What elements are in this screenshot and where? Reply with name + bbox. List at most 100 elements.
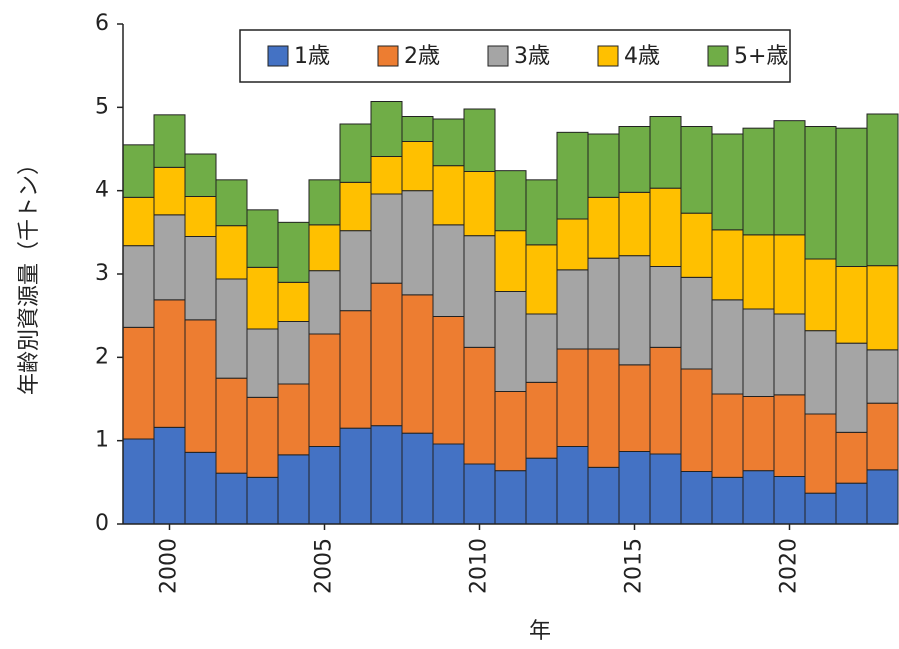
bar-segment <box>153 114 186 168</box>
bar-segment <box>525 381 558 459</box>
bar-segment <box>587 196 620 259</box>
bar-segment <box>277 454 310 525</box>
bar-segment <box>649 453 682 525</box>
bar-segment <box>773 313 806 396</box>
y-tick-label: 3 <box>95 261 109 286</box>
bar-segment <box>122 438 155 525</box>
bar-segment <box>308 270 341 335</box>
bar-segment <box>122 144 155 198</box>
bar-segment <box>618 451 651 525</box>
bar-segment <box>246 209 279 268</box>
bar-segment <box>153 166 186 216</box>
bar-segment <box>680 368 713 472</box>
bar-segment <box>835 482 868 525</box>
bar-segment <box>370 101 403 157</box>
x-tick-label: 2010 <box>467 538 492 594</box>
bar-segment <box>525 179 558 246</box>
bar-segment <box>215 278 248 379</box>
bar-segment <box>680 126 713 214</box>
legend-swatch <box>597 45 619 67</box>
bar-segment <box>308 333 341 447</box>
bar-segment <box>184 319 217 453</box>
bar-segment <box>866 349 899 404</box>
y-tick-label: 0 <box>95 511 109 536</box>
bar-segment <box>463 171 496 237</box>
bar-segment <box>804 330 837 415</box>
bar-segment <box>153 426 186 525</box>
bar-segment <box>649 187 682 268</box>
bar-segment <box>494 470 527 525</box>
bar-segment <box>649 266 682 348</box>
bar-segment <box>308 446 341 525</box>
bar-segment <box>153 214 186 301</box>
bar-segment <box>618 364 651 453</box>
bar-segment <box>835 431 868 484</box>
bar-segment <box>494 291 527 392</box>
bar-segment <box>401 141 434 192</box>
bar-segment <box>215 472 248 525</box>
bar-segment <box>339 181 372 232</box>
bar-segment <box>525 313 558 383</box>
bar-segment <box>494 230 527 293</box>
bar-segment <box>649 346 682 455</box>
bar-segment <box>339 310 372 429</box>
legend-swatch <box>377 45 399 67</box>
bar-segment <box>525 457 558 525</box>
bar-segment <box>184 153 217 197</box>
bar-segment <box>401 116 434 142</box>
legend-swatch <box>267 45 289 67</box>
legend-label: 4歳 <box>624 44 660 69</box>
bar-segment <box>370 425 403 525</box>
bar-segment <box>463 108 496 172</box>
bar-segment <box>618 126 651 193</box>
bar-segment <box>432 316 465 445</box>
bar-segment <box>587 133 620 198</box>
bar-segment <box>432 165 465 226</box>
bar-segment <box>246 266 279 330</box>
bar-segment <box>246 328 279 398</box>
bar-segment <box>184 451 217 525</box>
bar-segment <box>432 224 465 317</box>
legend-box <box>239 29 791 83</box>
bar-segment <box>742 470 775 525</box>
bar-segment <box>370 156 403 195</box>
bar-segment <box>432 118 465 167</box>
bar-segment <box>711 393 744 478</box>
bar-segment <box>215 225 248 280</box>
bar-segment <box>246 396 279 478</box>
bar-segment <box>308 179 341 226</box>
bar-segment <box>494 391 527 472</box>
bar-segment <box>711 229 744 301</box>
legend-swatch <box>707 45 729 67</box>
bar-segment <box>742 308 775 397</box>
bar-segment <box>773 394 806 478</box>
bar-segment <box>773 120 806 236</box>
bar-segment <box>370 193 403 284</box>
bar-segment <box>556 131 589 220</box>
bar-segment <box>463 235 496 348</box>
bar-segment <box>680 471 713 525</box>
bar-segment <box>804 126 837 260</box>
bar-segment <box>711 299 744 395</box>
bar-segment <box>804 413 837 494</box>
y-tick-label: 6 <box>95 11 109 36</box>
bar-segment <box>866 402 899 471</box>
bar-segment <box>866 265 899 351</box>
bar-segment <box>556 269 589 350</box>
bar-segment <box>401 432 434 525</box>
bar-segment <box>804 258 837 332</box>
bar-segment <box>556 218 589 271</box>
y-tick-label: 5 <box>95 94 109 119</box>
bar-segment <box>494 170 527 232</box>
x-tick-label: 2015 <box>622 538 647 594</box>
x-tick-label: 2020 <box>777 538 802 594</box>
bar-segment <box>277 281 310 323</box>
bar-segment <box>401 190 434 296</box>
y-tick-label: 1 <box>95 428 109 453</box>
bar-segment <box>742 234 775 310</box>
y-tick-label: 2 <box>95 344 109 369</box>
bar-segment <box>525 244 558 315</box>
bar-segment <box>680 212 713 278</box>
